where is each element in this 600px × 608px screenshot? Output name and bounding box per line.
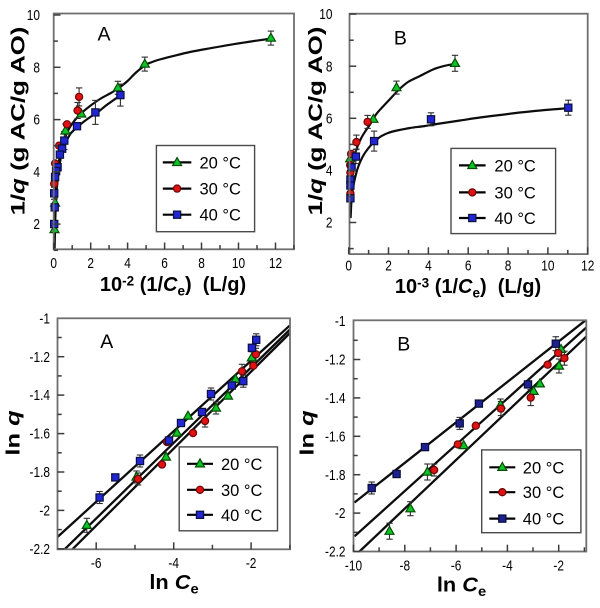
svg-text:40 °C: 40 °C <box>494 210 536 228</box>
svg-text:2: 2 <box>385 257 392 273</box>
svg-text:10: 10 <box>541 257 554 273</box>
svg-text:30 °C: 30 °C <box>494 184 536 202</box>
svg-text:12: 12 <box>581 257 594 273</box>
svg-text:6: 6 <box>326 110 333 126</box>
svg-text:B: B <box>394 27 407 49</box>
svg-text:-4: -4 <box>502 557 513 573</box>
svg-text:12: 12 <box>269 255 282 271</box>
svg-text:2: 2 <box>33 216 40 232</box>
svg-text:10: 10 <box>27 7 40 23</box>
svg-text:4: 4 <box>33 164 40 180</box>
svg-text:B: B <box>397 334 410 356</box>
svg-text:8: 8 <box>505 257 512 273</box>
svg-text:30 °C: 30 °C <box>221 482 263 500</box>
svg-text:40 °C: 40 °C <box>200 207 242 225</box>
svg-text:-1: -1 <box>39 310 50 326</box>
svg-text:6: 6 <box>161 255 168 271</box>
svg-text:-1.2: -1.2 <box>325 351 345 367</box>
svg-text:A: A <box>97 23 110 45</box>
svg-text:30 °C: 30 °C <box>523 484 565 502</box>
svg-text:1/q (g AC/g AO): 1/q (g AC/g AO) <box>7 27 29 216</box>
svg-text:-1.2: -1.2 <box>30 349 50 365</box>
svg-text:-1.6: -1.6 <box>325 428 345 444</box>
svg-text:40 °C: 40 °C <box>523 511 565 529</box>
svg-text:0: 0 <box>50 255 57 271</box>
svg-text:10-3 (1/Ce) (L/g): 10-3 (1/Ce) (L/g) <box>395 276 541 301</box>
svg-text:4: 4 <box>326 162 333 178</box>
svg-text:-8: -8 <box>400 557 411 573</box>
svg-text:20 °C: 20 °C <box>200 154 242 172</box>
svg-text:-10: -10 <box>345 557 362 573</box>
svg-text:-1.8: -1.8 <box>30 464 50 480</box>
svg-text:6: 6 <box>465 257 472 273</box>
svg-text:20 °C: 20 °C <box>221 456 263 474</box>
svg-text:-2: -2 <box>553 557 564 573</box>
svg-text:-1.6: -1.6 <box>30 426 50 442</box>
svg-text:10: 10 <box>232 255 245 271</box>
svg-text:-1.8: -1.8 <box>325 467 345 483</box>
svg-text:-2.2: -2.2 <box>325 543 345 559</box>
svg-text:0: 0 <box>345 257 352 273</box>
svg-text:A: A <box>100 331 113 353</box>
svg-text:-2: -2 <box>335 505 346 521</box>
svg-text:1/q (g AC/g AO): 1/q (g AC/g AO) <box>304 27 326 216</box>
svg-text:2: 2 <box>87 255 94 271</box>
svg-text:2: 2 <box>326 214 333 230</box>
svg-text:4: 4 <box>425 257 432 273</box>
svg-text:20 °C: 20 °C <box>523 459 565 477</box>
svg-text:-1: -1 <box>335 313 346 329</box>
svg-text:-1.4: -1.4 <box>30 387 50 403</box>
svg-text:10-2 (1/Ce) (L/g): 10-2 (1/Ce) (L/g) <box>100 274 246 299</box>
svg-text:8: 8 <box>198 255 205 271</box>
svg-text:-1.4: -1.4 <box>325 390 345 406</box>
svg-text:-2: -2 <box>246 555 257 571</box>
svg-text:ln q: ln q <box>297 410 318 456</box>
svg-text:-2.2: -2.2 <box>30 541 50 557</box>
svg-text:6: 6 <box>33 112 40 128</box>
svg-text:8: 8 <box>33 59 40 75</box>
svg-text:-6: -6 <box>91 555 102 571</box>
svg-text:-6: -6 <box>451 557 462 573</box>
svg-text:4: 4 <box>124 255 131 271</box>
svg-text:30 °C: 30 °C <box>200 181 242 199</box>
svg-text:-2: -2 <box>39 502 50 518</box>
svg-text:20 °C: 20 °C <box>494 157 536 175</box>
svg-text:-4: -4 <box>168 555 179 571</box>
svg-text:40 °C: 40 °C <box>221 507 263 525</box>
svg-text:ln q: ln q <box>3 410 24 456</box>
svg-text:10: 10 <box>319 6 332 22</box>
svg-text:8: 8 <box>326 58 333 74</box>
